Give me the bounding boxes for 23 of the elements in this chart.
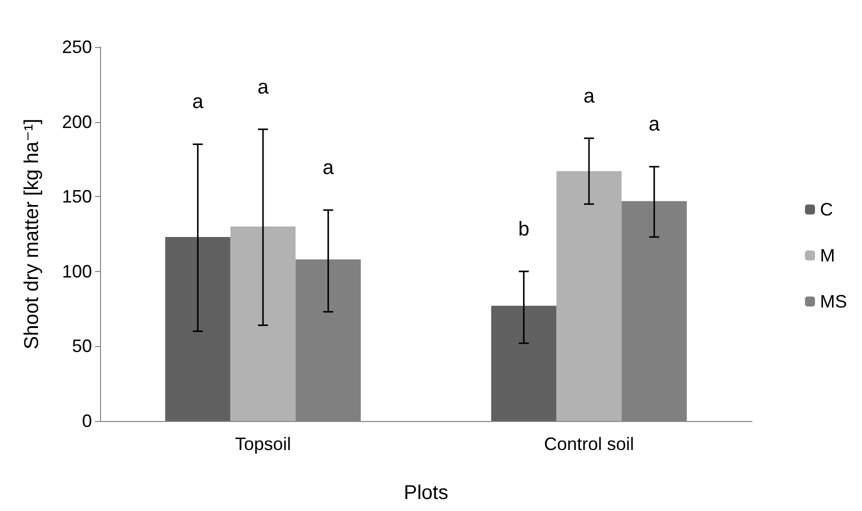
- bar: [491, 306, 556, 421]
- annotation: a: [322, 157, 335, 180]
- y-tick-label: 50: [72, 336, 92, 356]
- legend-label: M: [820, 246, 835, 266]
- y-tick-label: 100: [62, 261, 92, 282]
- y-tick-label: 250: [62, 37, 92, 57]
- bar: [230, 226, 296, 421]
- annotation: a: [257, 76, 270, 98]
- y-tick-label: 200: [62, 112, 92, 132]
- y-axis-title: Shoot dry matter [kg ha⁻¹]: [21, 118, 43, 350]
- bar: [556, 171, 622, 421]
- annotation: a: [192, 91, 204, 114]
- y-tick-label: 0: [82, 411, 92, 431]
- annotation: b: [518, 218, 530, 240]
- legend-label: MS: [820, 292, 847, 312]
- bar: [165, 236, 230, 421]
- legend-label: C: [820, 200, 833, 220]
- y-tick-label: 150: [62, 186, 92, 207]
- x-axis-title: Plots: [404, 482, 448, 504]
- x-tick-label: Control soil: [544, 434, 634, 454]
- annotation: a: [648, 114, 661, 136]
- annotation: a: [583, 85, 596, 108]
- x-tick-label: Topsoil: [234, 434, 292, 454]
